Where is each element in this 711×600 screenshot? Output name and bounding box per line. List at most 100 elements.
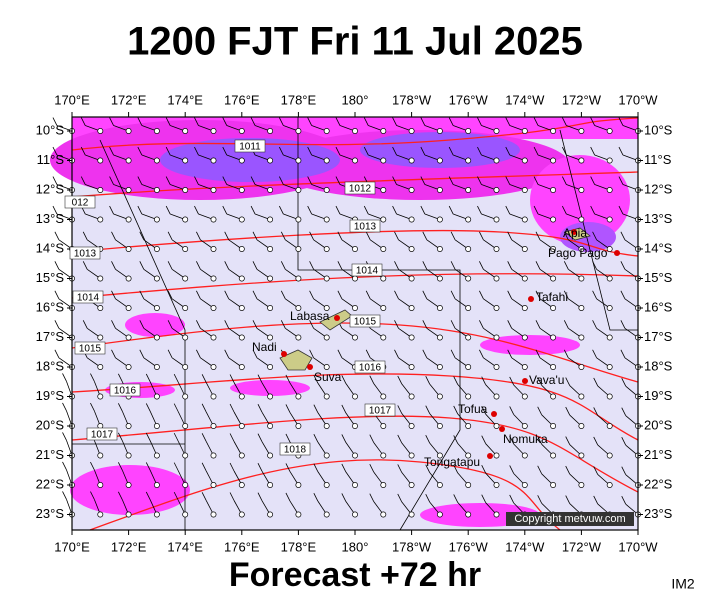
- barb-station: [182, 393, 189, 400]
- barb-station: [125, 128, 132, 134]
- barb-station: [408, 452, 415, 459]
- title: 1200 FJT Fri 11 Jul 2025: [127, 20, 583, 64]
- barb-flag: [341, 375, 347, 384]
- barb-station: [238, 128, 245, 134]
- barb-station: [436, 423, 443, 429]
- barb-flag: [621, 496, 627, 505]
- barb-flag: [535, 231, 541, 241]
- barb-flag: [145, 432, 151, 442]
- lon-label: 178°W: [392, 539, 432, 554]
- barb-station: [380, 128, 387, 134]
- barb-station: [380, 216, 387, 223]
- barb-flag: [481, 406, 487, 415]
- barb-flag: [505, 176, 511, 185]
- barb-station: [125, 511, 132, 518]
- barb-flag: [194, 205, 199, 215]
- lat-label: 14°S: [36, 240, 65, 255]
- barb-station: [578, 452, 585, 459]
- barb-station: [380, 157, 387, 164]
- barb-flag: [173, 432, 179, 442]
- barb-flag: [537, 465, 543, 474]
- barb-station: [521, 187, 528, 193]
- barb-flag: [145, 403, 151, 412]
- barb-flag: [307, 205, 313, 215]
- barb-flag: [392, 117, 397, 126]
- barb-station: [465, 364, 472, 370]
- barb-flag: [593, 495, 599, 505]
- barb-flag: [250, 117, 256, 126]
- barb-flag: [365, 349, 371, 359]
- isobar-label: 1016: [114, 386, 137, 397]
- barb-station: [97, 452, 104, 459]
- barb-flag: [194, 117, 199, 126]
- lon-label: 170°E: [54, 539, 90, 554]
- barb-flag: [479, 261, 484, 270]
- barb-station: [550, 452, 557, 459]
- barb-flag: [309, 231, 314, 241]
- barb-flag: [52, 176, 58, 185]
- isobar-label: 1014: [77, 293, 100, 304]
- barb-station: [606, 187, 613, 193]
- lat-label: 18°S: [36, 358, 65, 373]
- barb-station: [182, 275, 189, 282]
- barb-flag: [369, 434, 375, 443]
- barb-flag: [82, 320, 88, 329]
- barb-flag: [62, 402, 67, 412]
- barb-station: [323, 364, 330, 370]
- barb-station: [550, 423, 557, 429]
- barb-flag: [477, 117, 482, 126]
- barb-flag: [137, 205, 143, 215]
- barb-flag: [145, 491, 151, 501]
- lon-label: 176°W: [449, 92, 489, 107]
- barb-station: [267, 187, 274, 193]
- barb-flag: [563, 261, 569, 270]
- barb-flag: [279, 117, 284, 126]
- barb-station: [465, 423, 472, 429]
- barb-station: [267, 511, 274, 518]
- barb-flag: [222, 146, 228, 156]
- barb-flag: [201, 403, 207, 412]
- barb-station: [465, 275, 472, 282]
- barb-flag: [224, 290, 230, 300]
- barb-flag: [369, 493, 375, 502]
- barb-station: [493, 482, 500, 488]
- barb-flag: [307, 117, 313, 126]
- barb-flag: [453, 376, 459, 385]
- isobar-label: 1018: [284, 445, 307, 456]
- barb-station: [521, 216, 528, 223]
- barb-station: [436, 157, 443, 164]
- barb-station: [521, 423, 528, 429]
- barb-flag: [392, 146, 397, 156]
- barb-station: [578, 334, 585, 341]
- barb-flag: [111, 261, 116, 270]
- barb-station: [182, 187, 189, 193]
- barb-flag: [420, 205, 426, 215]
- barb-station: [238, 275, 245, 282]
- isobar-label-box: [64, 195, 96, 209]
- barb-flag: [422, 290, 428, 300]
- lon-label: 170°W: [618, 539, 658, 554]
- barb-flag: [590, 176, 596, 185]
- barb-flag: [52, 146, 58, 156]
- barb-flag: [621, 378, 627, 387]
- barb-flag: [481, 494, 487, 503]
- barb-station: [493, 157, 500, 164]
- barb-flag: [565, 436, 571, 445]
- barb-flag: [80, 146, 86, 156]
- barb-station: [210, 334, 217, 341]
- barb-station: [125, 246, 132, 252]
- barb-flag: [285, 374, 291, 384]
- barb-flag: [363, 146, 369, 156]
- barb-station: [153, 393, 160, 400]
- barb-station: [606, 334, 613, 341]
- isobar-label-box: [364, 403, 396, 417]
- barb-flag: [139, 261, 145, 270]
- barb-flag: [285, 433, 291, 443]
- barb-station: [352, 157, 358, 164]
- isobar-label: 1015: [79, 344, 102, 355]
- barb-station: [521, 334, 528, 341]
- barb-station: [436, 511, 443, 518]
- barb-station: [238, 482, 245, 488]
- barb-station: [352, 393, 358, 400]
- barb-flag: [137, 146, 143, 156]
